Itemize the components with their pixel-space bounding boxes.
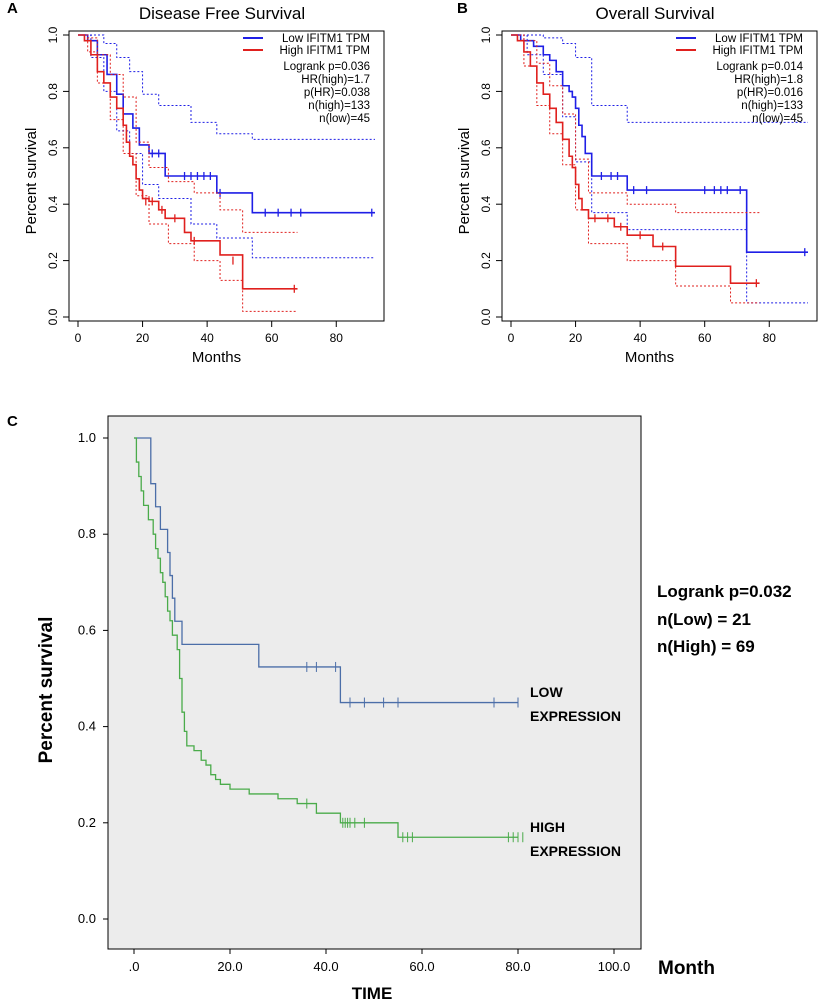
chart-title: Disease Free Survival [139,4,305,23]
x-tick-label: 100.0 [598,959,631,974]
stat-line: n(high)=133 [308,100,370,112]
x-tick-label: 60.0 [409,959,434,974]
x-tick-label: 40 [200,331,214,345]
y-tick-label: 1.0 [78,430,96,445]
high-label-line-2: EXPRESSION [530,843,621,859]
y-tick-label: 0.8 [78,526,96,541]
y-axis-label: Percent survival [456,128,473,235]
y-tick-label: 1.0 [479,26,493,43]
x-tick-label: 20.0 [217,959,242,974]
y-tick-label: 0.4 [78,719,96,734]
x-tick-label: 0 [75,331,82,345]
x-axis-label: Months [625,349,674,366]
high-survival-line [78,34,298,290]
y-tick-label: 0.8 [46,83,60,100]
x-tick-label: 80 [330,331,344,345]
stat-line: HR(high)=1.7 [301,74,370,86]
stat-line: n(low)=45 [319,113,370,125]
y-axis-label: Percent survival [23,128,40,235]
stat-line: Logrank p=0.036 [283,61,370,73]
y-tick-label: 0.8 [479,83,493,100]
panel-letter-b: B [457,0,468,17]
panel-b-chart: Overall Survival 0 20 40 60 80 0.0 0.2 0.4 0.6 0.8… [456,4,818,366]
high-label-line-1: HIGH [530,819,565,835]
y-tick-label: 0.6 [78,622,96,637]
x-tick-label: 80.0 [505,959,530,974]
y-tick-label: 0.0 [479,308,493,325]
high-ci-lower [78,34,298,312]
high-ci-upper [78,34,298,233]
y-tick-label: 0.2 [78,815,96,830]
stat-line: n(high)=133 [741,100,803,112]
x-tick-label: 0 [508,331,515,345]
legend-label: High IFITM1 TPM [712,45,803,57]
panel-c-stats: Logrank p=0.032 n(Low) = 21 n(High) = 69 [657,578,792,661]
chart-title: Overall Survival [595,4,714,23]
plot-background [107,415,642,950]
low-survival-line [511,34,808,253]
y-tick-label: 0.6 [479,139,493,156]
y-tick-label: 0.0 [78,911,96,926]
legend-label: Low IFITM1 TPM [715,33,803,45]
logrank-stat: Logrank p=0.032 [657,582,792,601]
low-label-line-1: LOW [530,684,563,700]
y-axis-label: Percent survival [36,617,57,764]
low-ci-upper [511,34,808,123]
x-axis-label: TIME [352,984,393,1003]
panel-letter-a: A [7,0,18,17]
high-ci-upper [511,34,760,214]
n-high-stat: n(High) = 69 [657,637,755,657]
y-tick-label: 1.0 [46,26,60,43]
legend-label: Low IFITM1 TPM [282,33,370,45]
x-tick-label: 60 [265,331,279,345]
x-tick-label: .0 [129,959,140,974]
x-tick-label: 80 [763,331,777,345]
panel-c-chart: .0 20.0 40.0 60.0 80.0 100.0 0.0 0.2 0.4 0.6 0.8 1.… [36,415,715,1003]
low-label-line-2: EXPRESSION [530,708,621,724]
x-tick-label: 40 [633,331,647,345]
plot-frame [501,30,818,322]
panel-letter-c: C [7,413,18,430]
low-ci-upper [78,34,375,140]
high-survival-line [134,437,518,838]
plot-frame [68,30,385,322]
y-tick-label: 0.4 [46,196,60,213]
y-tick-label: 0.4 [479,196,493,213]
n-low-stat: n(Low) = 21 [657,609,751,629]
stat-line: p(HR)=0.016 [737,87,803,99]
stat-line: HR(high)=1.8 [734,74,803,86]
y-tick-label: 0.0 [46,308,60,325]
y-tick-label: 0.6 [46,139,60,156]
x-unit-label: Month [658,958,715,979]
y-tick-label: 0.2 [479,252,493,269]
x-tick-label: 40.0 [313,959,338,974]
stat-line: p(HR)=0.038 [304,87,370,99]
y-tick-label: 0.2 [46,252,60,269]
legend-label: High IFITM1 TPM [279,45,370,57]
x-tick-label: 20 [569,331,583,345]
stat-line: n(low)=45 [752,113,803,125]
high-ci-lower [511,34,760,304]
x-axis-label: Months [192,349,241,366]
low-survival-line [134,437,518,704]
stat-line: Logrank p=0.014 [716,61,803,73]
x-tick-label: 60 [698,331,712,345]
x-tick-label: 20 [136,331,150,345]
panel-a-chart: Disease Free Survival 0 20 40 60 80 0.0 0.2 0.4 0… [23,4,385,366]
